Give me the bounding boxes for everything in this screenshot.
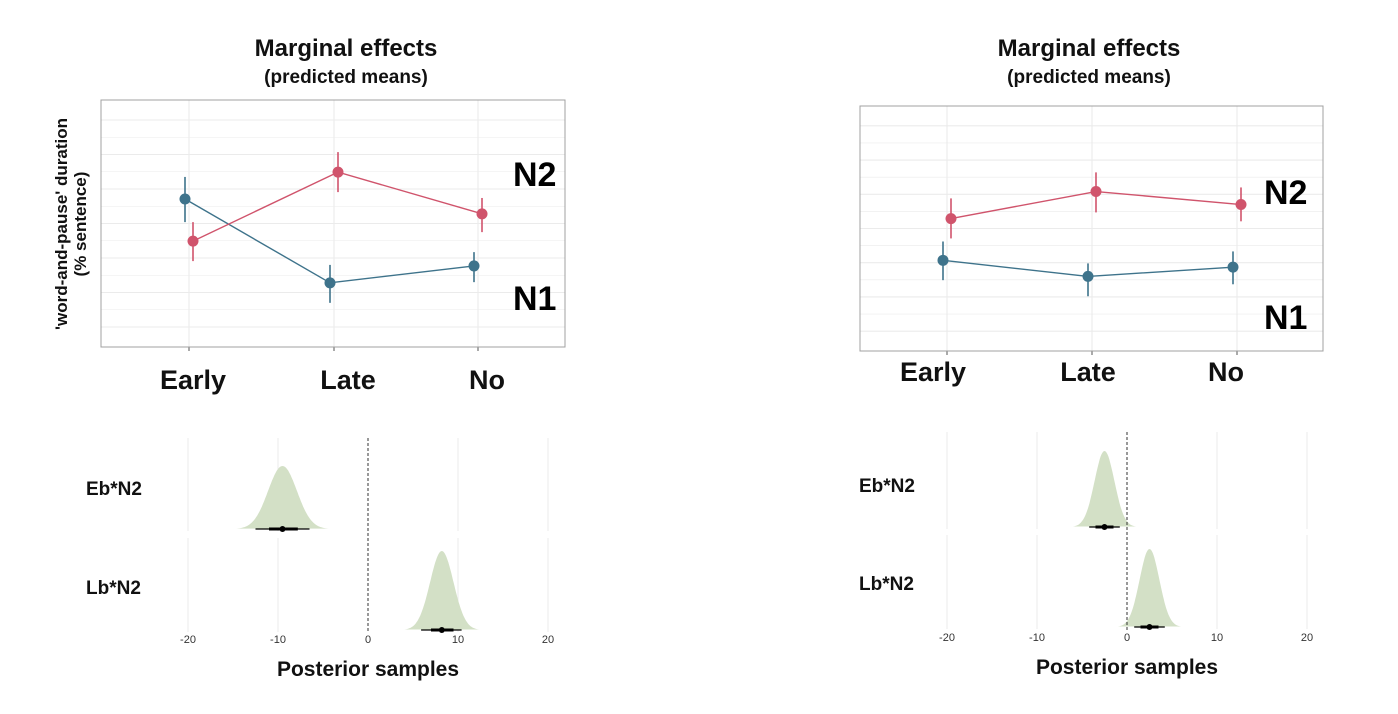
data-point-n2 [945,213,957,225]
posterior-density [1117,549,1182,627]
data-point-n2 [1090,186,1102,198]
x-tick-label: Early [900,357,966,387]
data-point-n1 [179,193,191,205]
x-tick-label: No [1208,357,1244,387]
posterior-marks [236,438,480,633]
posterior-density [404,551,480,630]
x-tick-label: Late [320,365,376,395]
row-label-eb-n2: Eb*N2 [859,476,915,497]
data-point-n1 [324,277,336,289]
x-ticks: -20 -10 0 10 20 [180,634,554,646]
data-point-n1 [937,254,949,266]
x-tick-label: -20 [180,634,196,646]
data-point-n2 [476,208,488,220]
grid [946,432,1308,629]
x-tick-label: 10 [1211,632,1223,644]
x-tick-label: -10 [270,634,286,646]
x-tick-label: Early [160,365,226,395]
y-axis-label-line2: (% sentence) [71,172,90,277]
posterior-left: Eb*N2 Lb*N2 -20 -10 0 10 20 Posterior sample… [86,438,554,681]
x-tick-label: 0 [1124,632,1130,644]
series-marks [937,172,1247,297]
point-estimate [1101,524,1108,530]
posterior-right: Eb*N2 Lb*N2 -20 -10 0 10 20 Posterior sample… [859,432,1313,679]
panel-border [859,105,1324,352]
marginal-effects-left: Marginal effects (predicted means) 'word… [52,35,566,395]
x-tick-label: 20 [1301,632,1313,644]
chart-subtitle: (predicted means) [1007,67,1171,88]
posterior-density [1072,451,1137,527]
x-tick-label: 0 [365,634,371,646]
y-axis-label: 'word-and-pause' duration [52,118,71,330]
x-axis-label: Posterior samples [277,658,459,681]
row-label-lb-n2: Lb*N2 [859,574,914,595]
grid [859,105,1324,355]
point-estimate [438,627,445,633]
posterior-density [236,466,329,529]
x-tick-label: 20 [542,634,554,646]
data-point-n2 [1235,199,1247,211]
x-tick-label: 10 [452,634,464,646]
series-label-n2: N2 [513,156,556,194]
series-label-n1: N1 [1264,299,1307,337]
x-axis-label: Posterior samples [1036,656,1218,679]
x-tick-label: Late [1060,357,1116,387]
chart-title: Marginal effects [998,35,1181,62]
x-tick-label: -10 [1029,632,1045,644]
marginal-effects-right: Marginal effects (predicted means) Early… [859,35,1324,387]
x-ticks: -20 -10 0 10 20 [939,632,1313,644]
series-label-n1: N1 [513,280,556,318]
posterior-marks [1072,432,1182,630]
chart-title: Marginal effects [255,35,438,62]
grid [100,99,566,351]
row-label-eb-n2: Eb*N2 [86,479,142,500]
data-point-n1 [1227,261,1239,273]
x-tick-label: -20 [939,632,955,644]
series-label-n2: N2 [1264,174,1307,212]
data-point-n2 [332,166,344,178]
point-estimate [279,526,286,532]
row-label-lb-n2: Lb*N2 [86,578,141,599]
series-marks [179,152,488,303]
data-point-n1 [1082,270,1094,282]
point-estimate [1146,624,1153,630]
x-tick-label: No [469,365,505,395]
data-point-n2 [187,235,199,247]
chart-subtitle: (predicted means) [264,67,428,88]
data-point-n1 [468,260,480,272]
panel-border [100,99,566,348]
